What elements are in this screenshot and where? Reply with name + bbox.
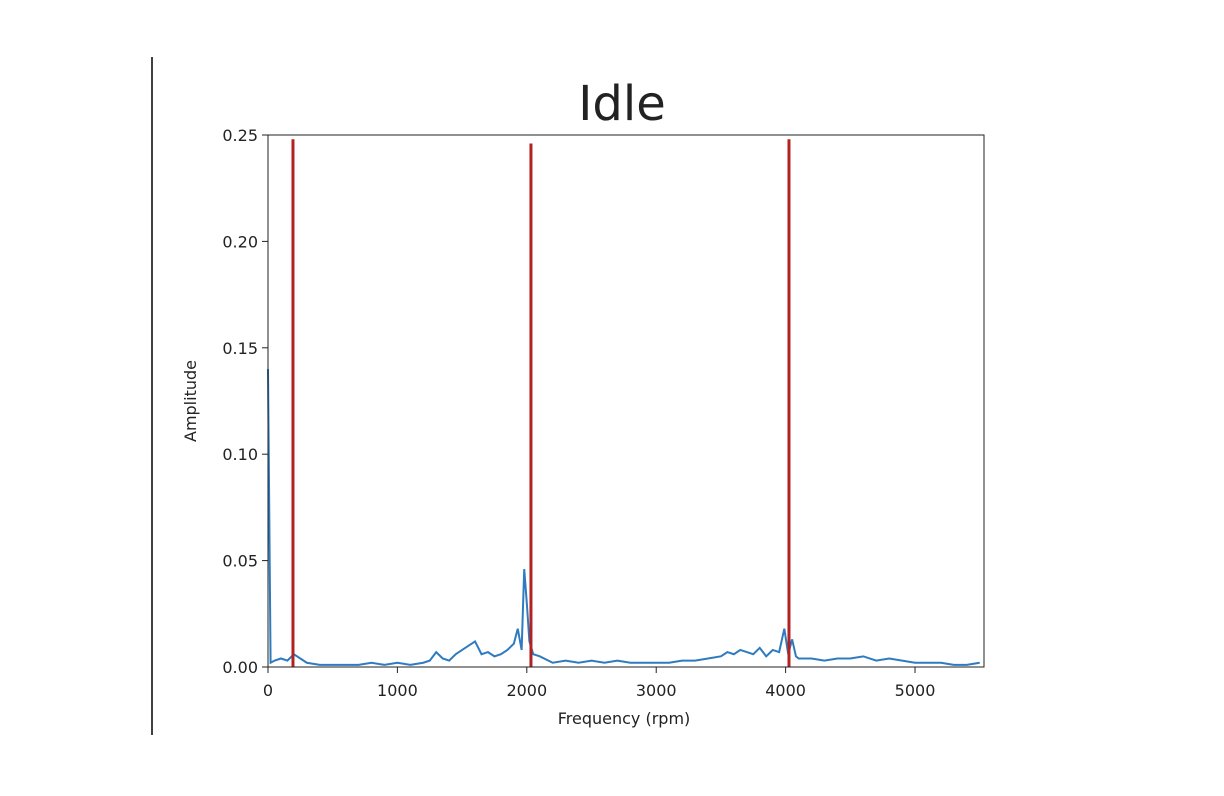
y-axis-label: Amplitude [181, 360, 200, 442]
x-tick-label: 0 [263, 681, 273, 700]
plot-frame [267, 134, 985, 668]
spectrum-line [267, 369, 980, 666]
x-tick-label: 1000 [377, 681, 418, 700]
x-tick-label: 2000 [506, 681, 547, 700]
x-tick-label: 5000 [895, 681, 936, 700]
y-tick-label: 0.00 [222, 658, 258, 677]
x-axis-label: Frequency (rpm) [558, 709, 691, 728]
y-tick-label: 0.05 [222, 552, 258, 571]
x-tick-label: 3000 [636, 681, 677, 700]
y-tick-label: 0.10 [222, 445, 258, 464]
y-tick-label: 0.25 [222, 126, 258, 145]
chart-title: Idle [578, 76, 666, 132]
x-tick-label: 4000 [765, 681, 806, 700]
y-tick-label: 0.15 [222, 339, 258, 358]
y-tick-label: 0.20 [222, 232, 258, 251]
